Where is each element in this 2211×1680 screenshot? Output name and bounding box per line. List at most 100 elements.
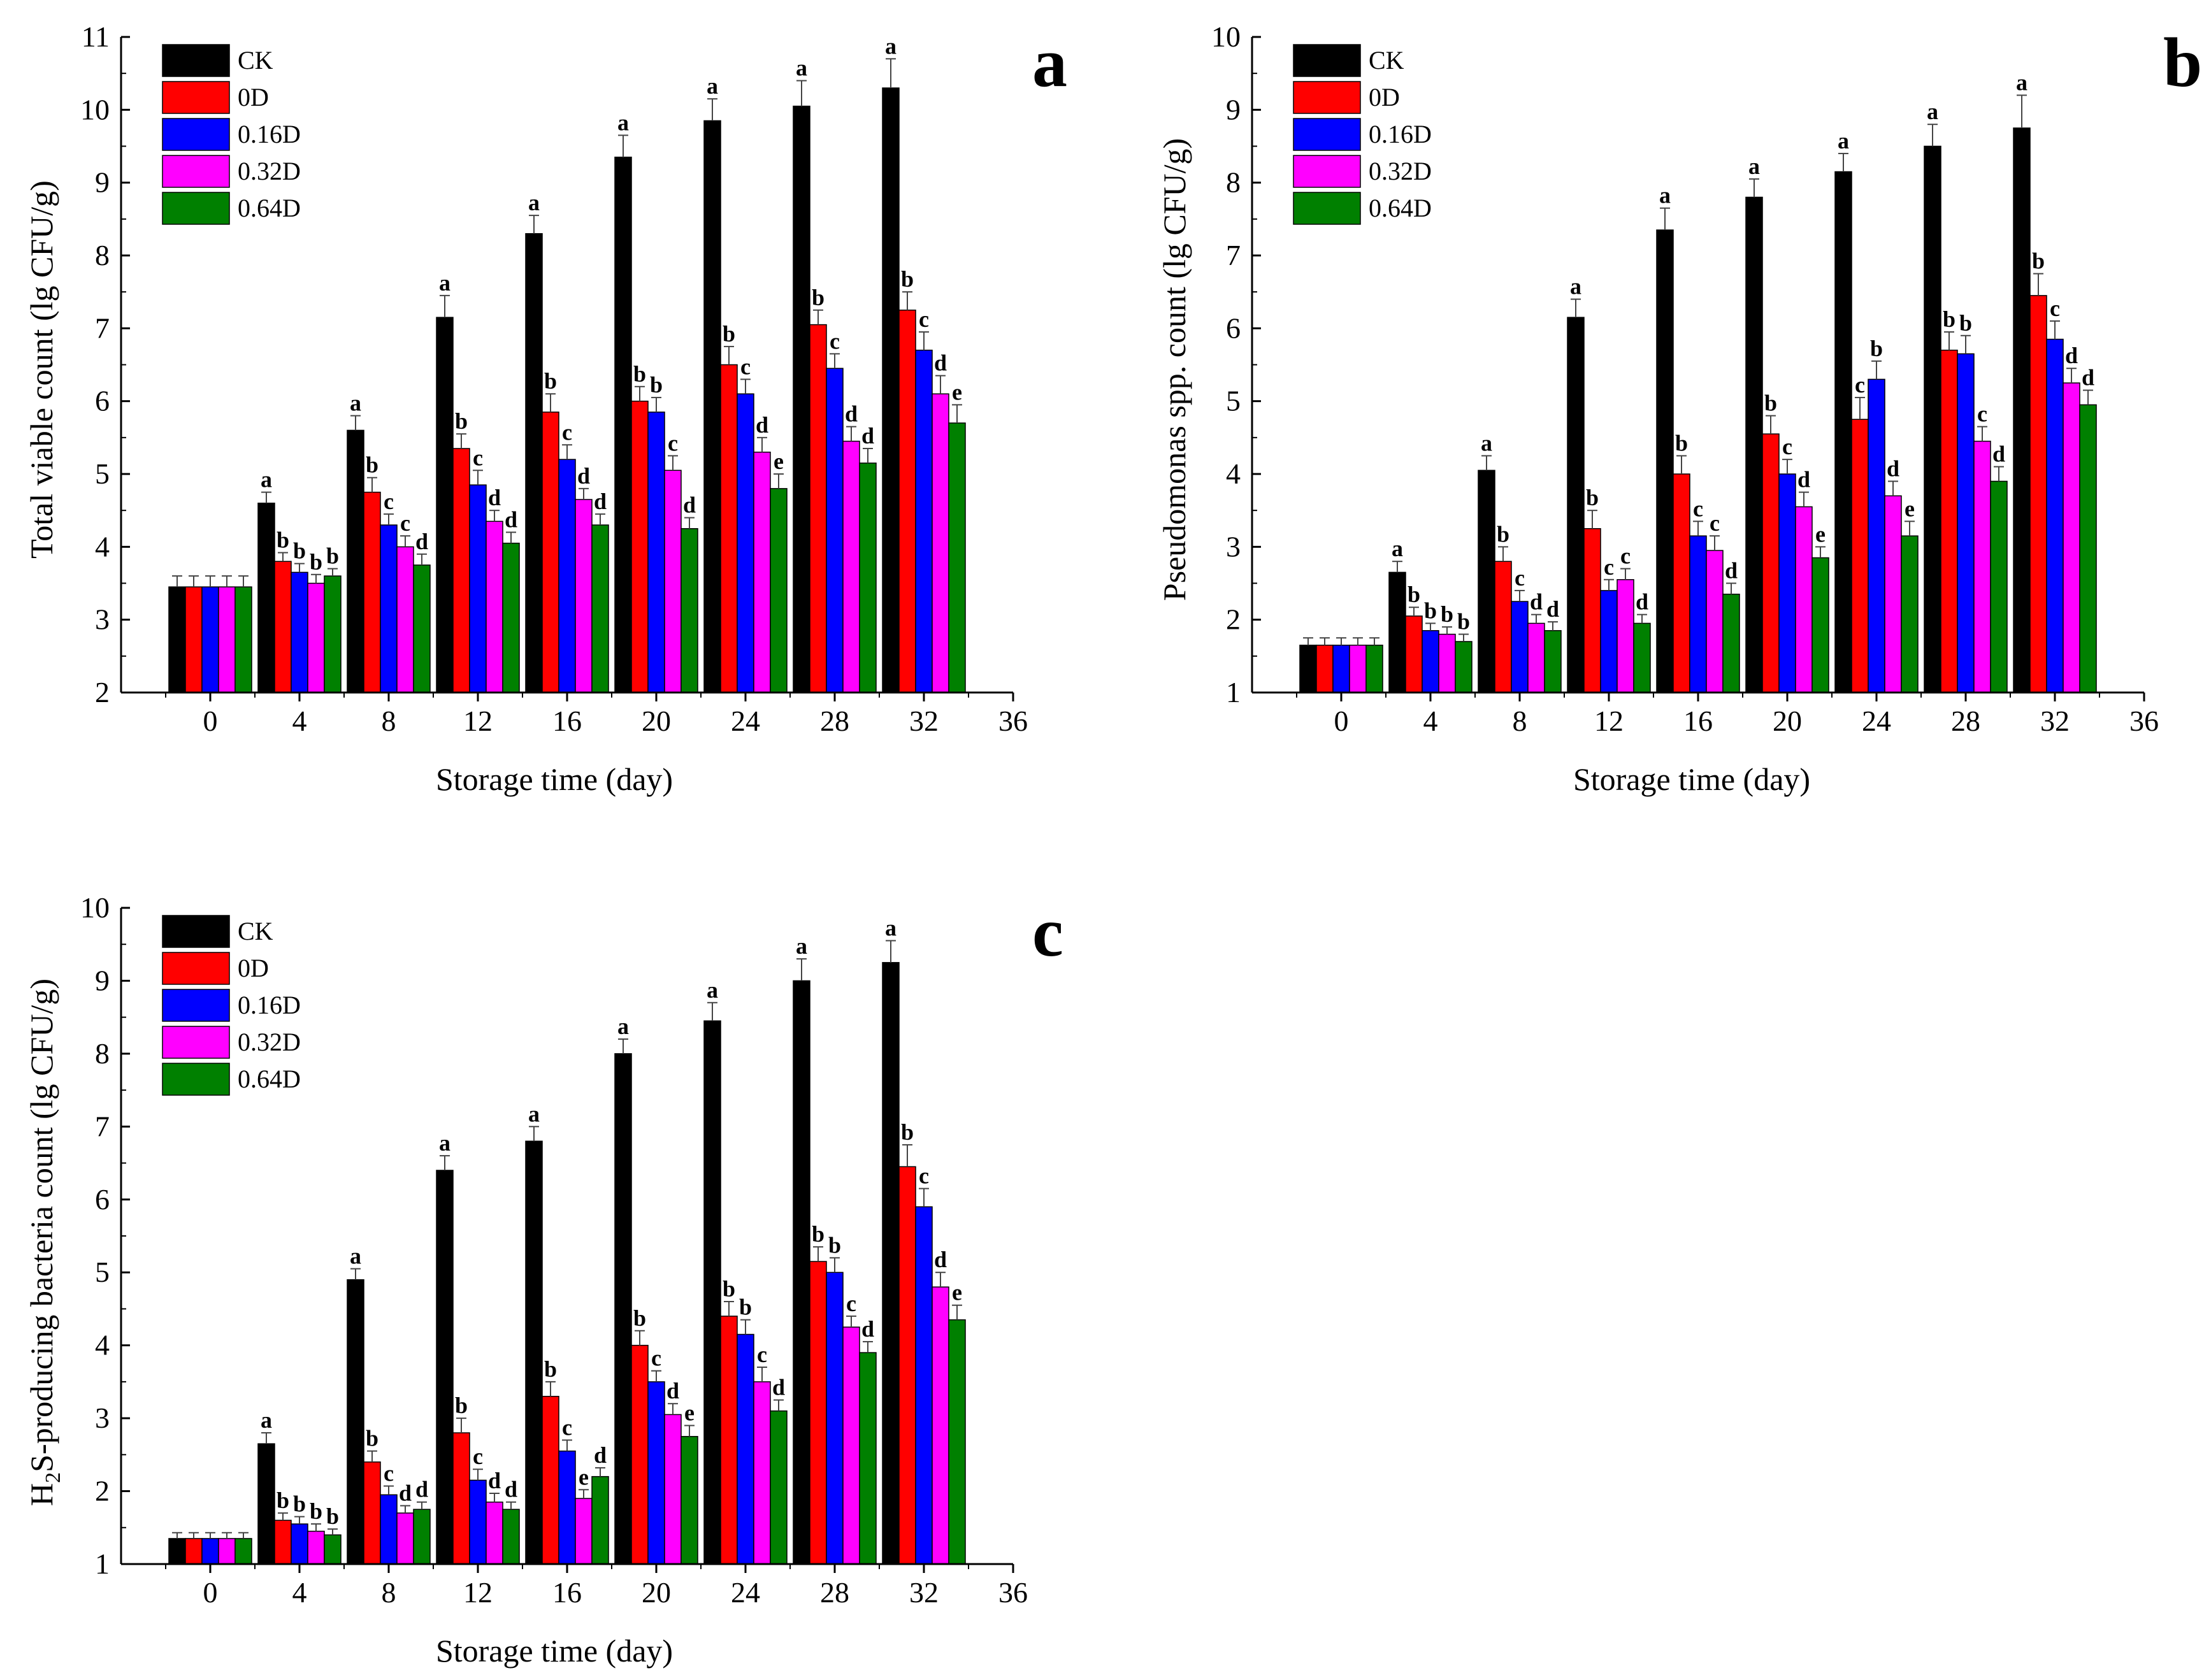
sig-letter-b-28-0D: b (1943, 306, 1955, 332)
sig-letter-c-28-0.64D: d (861, 1316, 874, 1342)
y-tick-label-a-11: 11 (82, 20, 110, 53)
bar-c-12-0.32D (486, 1501, 503, 1565)
legend-swatch-c-0.16D (162, 989, 230, 1022)
sig-letter-b-28-CK: a (1927, 99, 1938, 124)
legend-label-a-0D: 0D (238, 83, 269, 111)
sig-letter-a-8-CK: a (350, 391, 361, 416)
sig-letter-c-12-CK: a (439, 1130, 450, 1156)
sig-letter-c-20-0.64D: e (684, 1400, 695, 1426)
bar-b-12-0.64D (1633, 622, 1651, 693)
sig-letter-c-24-0.16D: b (739, 1295, 752, 1320)
bar-a-28-0D (809, 324, 827, 693)
legend-label-b-0.64D: 0.64D (1369, 194, 1432, 222)
x-tick-label-a-16: 16 (552, 705, 582, 737)
x-tick-label-b-16: 16 (1683, 705, 1713, 737)
sig-letter-c-16-0.32D: e (579, 1464, 589, 1490)
bar-c-12-0.64D (502, 1509, 520, 1565)
y-tick-label-b-7: 7 (1226, 239, 1241, 271)
bar-c-4-0.32D (307, 1530, 325, 1565)
bar-b-8-0.64D (1544, 630, 1562, 693)
x-tick-label-a-20: 20 (642, 705, 671, 737)
bar-c-24-0D (720, 1316, 738, 1565)
y-tick-label-b-5: 5 (1226, 385, 1241, 417)
bar-c-12-CK (436, 1170, 454, 1565)
sig-letter-a-8-0.32D: c (400, 510, 410, 536)
x-tick-label-a-0: 0 (203, 705, 218, 737)
sig-letter-c-16-0.64D: d (594, 1442, 607, 1468)
panel-a-x-axis-title: Storage time (day) (436, 761, 673, 797)
y-tick-label-b-4: 4 (1226, 457, 1241, 490)
x-tick-label-c-4: 4 (292, 1576, 307, 1609)
sig-letter-c-8-0.64D: d (415, 1477, 428, 1502)
sig-letter-b-16-0.64D: d (1725, 558, 1738, 584)
bar-a-32-0.16D (915, 349, 933, 693)
sig-letter-b-20-0.64D: e (1815, 521, 1826, 547)
sig-letter-c-32-0.16D: c (919, 1163, 929, 1189)
bar-a-20-0D (631, 400, 649, 693)
bar-a-16-0.64D (591, 524, 609, 693)
sig-letter-a-32-0.16D: c (919, 306, 929, 332)
sig-letter-b-12-0D: b (1586, 485, 1599, 510)
legend-label-c-0.64D: 0.64D (238, 1065, 301, 1093)
sig-letter-b-16-CK: a (1659, 183, 1671, 208)
bar-a-4-CK (257, 502, 275, 693)
legend-label-c-CK: CK (238, 917, 273, 945)
sig-letter-a-28-0.16D: c (830, 328, 840, 354)
bar-a-20-0.64D (681, 528, 698, 693)
bar-b-8-CK (1478, 470, 1495, 693)
bar-c-32-CK (882, 962, 900, 1565)
bar-b-28-CK (1924, 145, 1941, 693)
bar-b-16-0.64D (1722, 593, 1740, 693)
bar-c-32-0.16D (915, 1206, 933, 1565)
panel-a-y-axis-title: Total viable count (lg CFU/g) (24, 180, 59, 559)
bar-b-20-0.32D (1795, 506, 1813, 693)
sig-letter-c-28-0.32D: c (846, 1291, 856, 1316)
sig-letter-a-16-0D: b (544, 368, 557, 394)
sig-letter-b-12-0.64D: d (1636, 589, 1648, 615)
bar-c-16-0.16D (558, 1450, 576, 1565)
sig-letter-c-12-0.32D: d (488, 1468, 501, 1493)
panel-c-y-axis-title: H2S-producing bacteria count (lg CFU/g) (24, 979, 65, 1506)
sig-letter-b-24-0.16D: b (1870, 336, 1883, 361)
y-tick-label-c-4: 4 (95, 1329, 110, 1361)
bar-b-32-0.64D (2079, 404, 2097, 693)
sig-letter-a-4-0D: b (277, 527, 289, 552)
bar-b-24-CK (1834, 171, 1852, 693)
sig-letter-b-32-CK: a (2016, 69, 2027, 95)
y-tick-label-c-3: 3 (95, 1402, 110, 1434)
y-tick-label-c-1: 1 (95, 1547, 110, 1580)
bar-c-4-CK (257, 1443, 275, 1565)
bar-c-24-0.16D (737, 1333, 754, 1565)
x-tick-label-b-8: 8 (1513, 705, 1527, 737)
sig-letter-a-16-0.32D: d (577, 463, 590, 489)
sig-letter-b-16-0D: b (1675, 430, 1688, 456)
bar-c-20-0D (631, 1344, 649, 1565)
sig-letter-a-8-0.64D: d (415, 529, 428, 554)
sig-letter-a-28-0.64D: d (861, 423, 874, 449)
bar-c-32-0.32D (932, 1286, 949, 1565)
bar-a-28-0.64D (859, 463, 877, 693)
bar-b-4-0.64D (1455, 641, 1473, 693)
bar-b-0-0D (1316, 644, 1334, 693)
bar-b-4-0D (1405, 615, 1423, 693)
sig-letter-c-28-0.16D: b (828, 1232, 841, 1258)
x-tick-label-c-0: 0 (203, 1576, 218, 1609)
bar-b-0-0.16D (1332, 644, 1350, 693)
x-tick-label-c-12: 12 (463, 1576, 493, 1609)
bar-a-12-CK (436, 317, 454, 693)
y-tick-label-a-9: 9 (95, 166, 110, 199)
bar-a-0-0.16D (201, 586, 219, 693)
bar-a-4-0.16D (291, 571, 308, 693)
y-tick-label-a-5: 5 (95, 457, 110, 490)
bar-a-20-0.16D (647, 412, 665, 693)
sig-letter-b-32-0.64D: d (2082, 365, 2094, 391)
bar-c-8-0D (363, 1461, 381, 1565)
y-tick-label-c-7: 7 (95, 1110, 110, 1142)
legend-swatch-a-0D (162, 81, 230, 114)
bar-a-12-0.16D (469, 484, 487, 693)
legend-label-c-0.32D: 0.32D (238, 1028, 301, 1056)
sig-letter-c-24-0D: b (723, 1276, 735, 1302)
legend-label-c-0D: 0D (238, 954, 269, 982)
